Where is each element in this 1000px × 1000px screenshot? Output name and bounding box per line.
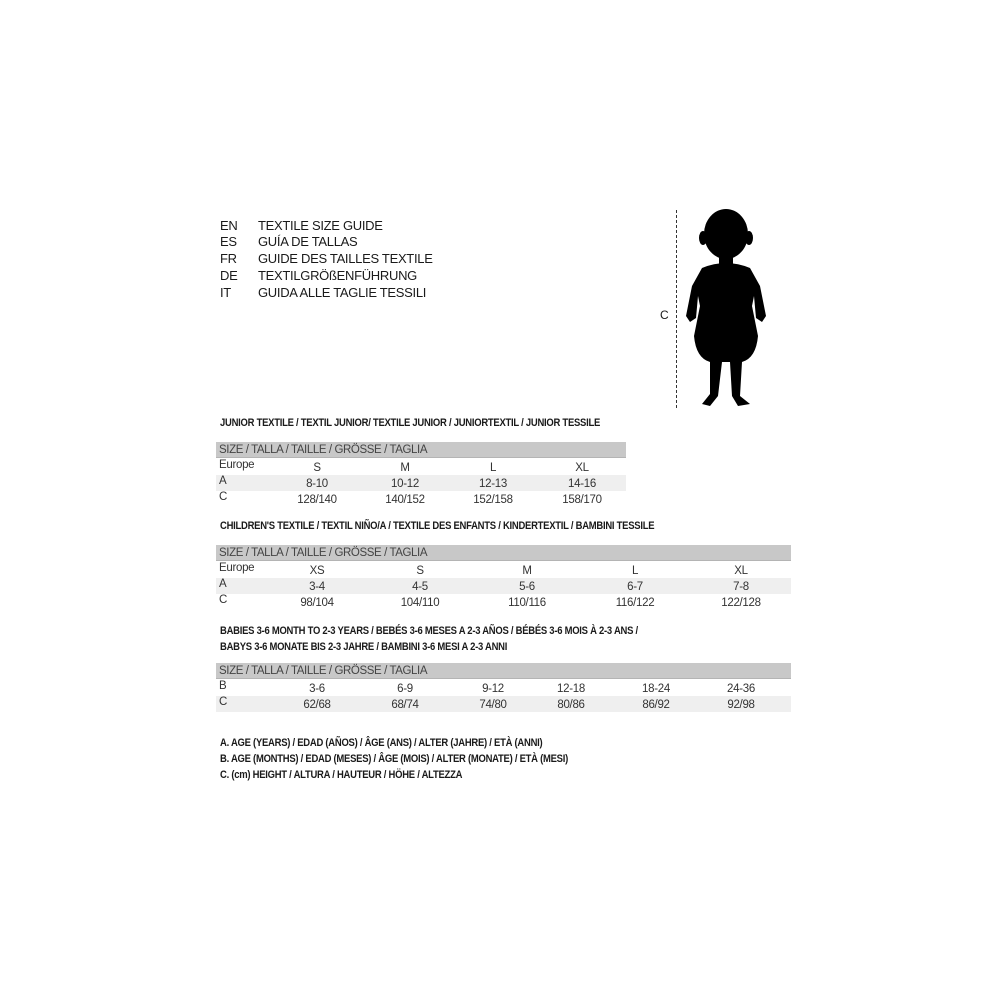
table-row: Europe S M L XL — [216, 459, 626, 475]
table-cell: XL — [734, 565, 748, 577]
lang-title: GUIDE DES TAILLES TEXTILE — [258, 251, 433, 266]
table-cell: 18-24 — [642, 683, 670, 695]
table-row: A 8-10 10-12 12-13 14-16 — [216, 475, 626, 491]
table-cell: 14-16 — [568, 478, 596, 490]
table-cell: 98/104 — [300, 597, 334, 609]
legend-item: A. AGE (YEARS) / EDAD (AÑOS) / ÂGE (ANS)… — [220, 737, 543, 749]
table-cell: L — [489, 462, 497, 474]
table-cell: 104/110 — [400, 597, 440, 609]
table-row: B 3-6 6-9 9-12 12-18 18-24 24-36 — [216, 680, 791, 696]
table-cell: 3-4 — [309, 581, 325, 593]
table-cell: S — [416, 565, 424, 577]
table-cell: M — [400, 462, 410, 474]
table-cell: 80/86 — [557, 699, 585, 711]
table-cell: 68/74 — [391, 699, 419, 711]
table-row: C 98/104 104/110 110/116 116/122 122/128 — [216, 594, 791, 610]
table-header: SIZE / TALLA / TAILLE / GRÖSSE / TAGLIA — [216, 663, 791, 679]
table-cell: 122/128 — [721, 597, 761, 609]
section-title: BABIES 3-6 MONTH TO 2-3 YEARS / BEBÉS 3-… — [220, 625, 638, 637]
lang-title: TEXTILGRÖßENFÜHRUNG — [258, 268, 417, 283]
table-cell: 12-18 — [557, 683, 585, 695]
row-label: B — [219, 680, 227, 692]
row-label: A — [219, 578, 227, 590]
table-row: C 62/68 68/74 74/80 80/86 86/92 92/98 — [216, 696, 791, 712]
row-label: A — [219, 475, 227, 487]
legend-item: B. AGE (MONTHS) / EDAD (MESES) / ÂGE (MO… — [220, 753, 569, 765]
legend-item: C. (cm) HEIGHT / ALTURA / HAUTEUR / HÖHE… — [220, 769, 463, 781]
lang-code: EN — [220, 218, 238, 233]
lang-title: GUÍA DE TALLAS — [258, 234, 358, 249]
table-cell: 110/116 — [508, 597, 546, 609]
lang-title: GUIDA ALLE TAGLIE TESSILI — [258, 285, 427, 300]
table-cell: S — [313, 462, 321, 474]
table-cell: 128/140 — [297, 494, 337, 506]
table-header: SIZE / TALLA / TAILLE / GRÖSSE / TAGLIA — [216, 442, 626, 458]
table-cell: 8-10 — [306, 478, 328, 490]
table-header: SIZE / TALLA / TAILLE / GRÖSSE / TAGLIA — [216, 545, 791, 561]
table-cell: 3-6 — [309, 683, 325, 695]
table-cell: M — [522, 565, 532, 577]
table-row: C 128/140 140/152 152/158 158/170 — [216, 491, 626, 507]
table-row: A 3-4 4-5 5-6 6-7 7-8 — [216, 578, 791, 594]
table-cell: 86/92 — [642, 699, 670, 711]
lang-code: DE — [220, 268, 238, 283]
section-title: CHILDREN'S TEXTILE / TEXTIL NIÑO/A / TEX… — [220, 520, 655, 532]
table-cell: 12-13 — [479, 478, 507, 490]
table-cell: 116/122 — [615, 597, 655, 609]
table-cell: 24-36 — [727, 683, 755, 695]
table-cell: 152/158 — [473, 494, 513, 506]
table-cell: 9-12 — [482, 683, 504, 695]
table-cell: 10-12 — [391, 478, 419, 490]
row-label: C — [219, 491, 228, 503]
table-cell: XS — [309, 565, 325, 577]
table-cell: XL — [575, 462, 589, 474]
lang-code: IT — [220, 285, 231, 300]
lang-title: TEXTILE SIZE GUIDE — [258, 218, 383, 233]
child-silhouette-icon — [686, 209, 766, 406]
table-cell: 140/152 — [385, 494, 425, 506]
height-measure-line — [676, 210, 677, 408]
table-cell: 62/68 — [303, 699, 331, 711]
table-cell: 6-9 — [397, 683, 413, 695]
row-label: C — [219, 696, 228, 708]
row-label: Europe — [219, 459, 255, 471]
lang-code: FR — [220, 251, 237, 266]
table-cell: 5-6 — [519, 581, 535, 593]
table-cell: 74/80 — [479, 699, 507, 711]
table-cell: L — [631, 565, 639, 577]
table-cell: 158/170 — [562, 494, 602, 506]
section-title: JUNIOR TEXTILE / TEXTIL JUNIOR/ TEXTILE … — [220, 417, 601, 429]
section-title-line2: BABYS 3-6 MONATE BIS 2-3 JAHRE / BAMBINI… — [220, 641, 508, 653]
table-cell: 6-7 — [627, 581, 643, 593]
lang-code: ES — [220, 234, 237, 249]
row-label: C — [219, 594, 228, 606]
row-label: Europe — [219, 562, 255, 574]
table-cell: 4-5 — [412, 581, 428, 593]
table-cell: 7-8 — [733, 581, 749, 593]
height-measure-label: C — [660, 308, 669, 322]
table-cell: 92/98 — [727, 699, 755, 711]
table-row: Europe XS S M L XL — [216, 562, 791, 578]
